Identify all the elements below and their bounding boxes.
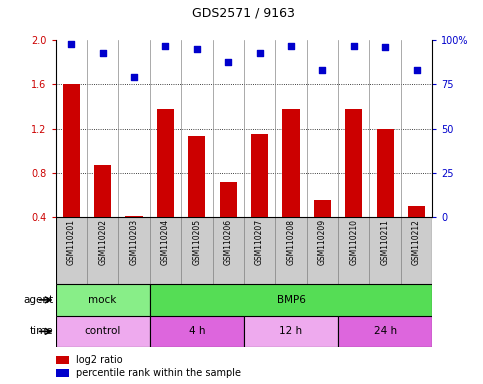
- Bar: [118, 217, 150, 284]
- Bar: [56, 356, 69, 364]
- Text: BMP6: BMP6: [277, 295, 305, 305]
- Bar: [244, 316, 338, 347]
- Text: 4 h: 4 h: [188, 326, 205, 336]
- Text: log2 ratio: log2 ratio: [76, 355, 123, 365]
- Bar: [213, 217, 244, 284]
- Text: GSM110206: GSM110206: [224, 219, 233, 265]
- Bar: [56, 369, 69, 377]
- Text: GSM110210: GSM110210: [349, 219, 358, 265]
- Text: GSM110211: GSM110211: [381, 219, 390, 265]
- Bar: [150, 284, 432, 316]
- Point: [319, 67, 327, 73]
- Bar: [314, 200, 331, 217]
- Point: [382, 44, 389, 50]
- Bar: [307, 217, 338, 284]
- Text: GSM110203: GSM110203: [129, 219, 139, 265]
- Bar: [157, 109, 174, 217]
- Text: GSM110205: GSM110205: [192, 219, 201, 265]
- Text: GDS2571 / 9163: GDS2571 / 9163: [193, 6, 295, 19]
- Point: [193, 46, 201, 52]
- Text: GSM110209: GSM110209: [318, 219, 327, 265]
- Bar: [251, 134, 268, 217]
- Point: [68, 41, 75, 47]
- Text: GSM110204: GSM110204: [161, 219, 170, 265]
- Bar: [94, 165, 111, 217]
- Bar: [283, 109, 299, 217]
- Bar: [377, 129, 394, 217]
- Bar: [275, 217, 307, 284]
- Text: 12 h: 12 h: [280, 326, 302, 336]
- Bar: [87, 217, 118, 284]
- Bar: [56, 316, 150, 347]
- Bar: [338, 217, 369, 284]
- Point: [161, 43, 170, 49]
- Text: GSM110212: GSM110212: [412, 219, 421, 265]
- Text: percentile rank within the sample: percentile rank within the sample: [76, 368, 242, 378]
- Point: [130, 74, 138, 81]
- Bar: [244, 217, 275, 284]
- Bar: [401, 217, 432, 284]
- Point: [224, 58, 232, 65]
- Bar: [220, 182, 237, 217]
- Bar: [408, 206, 425, 217]
- Bar: [56, 217, 87, 284]
- Bar: [345, 109, 362, 217]
- Point: [412, 67, 420, 73]
- Bar: [369, 217, 401, 284]
- Text: GSM110207: GSM110207: [255, 219, 264, 265]
- Bar: [338, 316, 432, 347]
- Text: 24 h: 24 h: [374, 326, 397, 336]
- Point: [256, 50, 264, 56]
- Bar: [150, 217, 181, 284]
- Text: control: control: [85, 326, 121, 336]
- Text: GSM110201: GSM110201: [67, 219, 76, 265]
- Point: [99, 50, 107, 56]
- Point: [350, 43, 357, 49]
- Bar: [150, 316, 244, 347]
- Text: agent: agent: [23, 295, 53, 305]
- Text: time: time: [29, 326, 53, 336]
- Text: GSM110202: GSM110202: [98, 219, 107, 265]
- Point: [287, 43, 295, 49]
- Text: GSM110208: GSM110208: [286, 219, 296, 265]
- Bar: [181, 217, 213, 284]
- Text: mock: mock: [88, 295, 117, 305]
- Bar: [56, 284, 150, 316]
- Bar: [126, 216, 142, 217]
- Bar: [188, 136, 205, 217]
- Bar: [63, 84, 80, 217]
